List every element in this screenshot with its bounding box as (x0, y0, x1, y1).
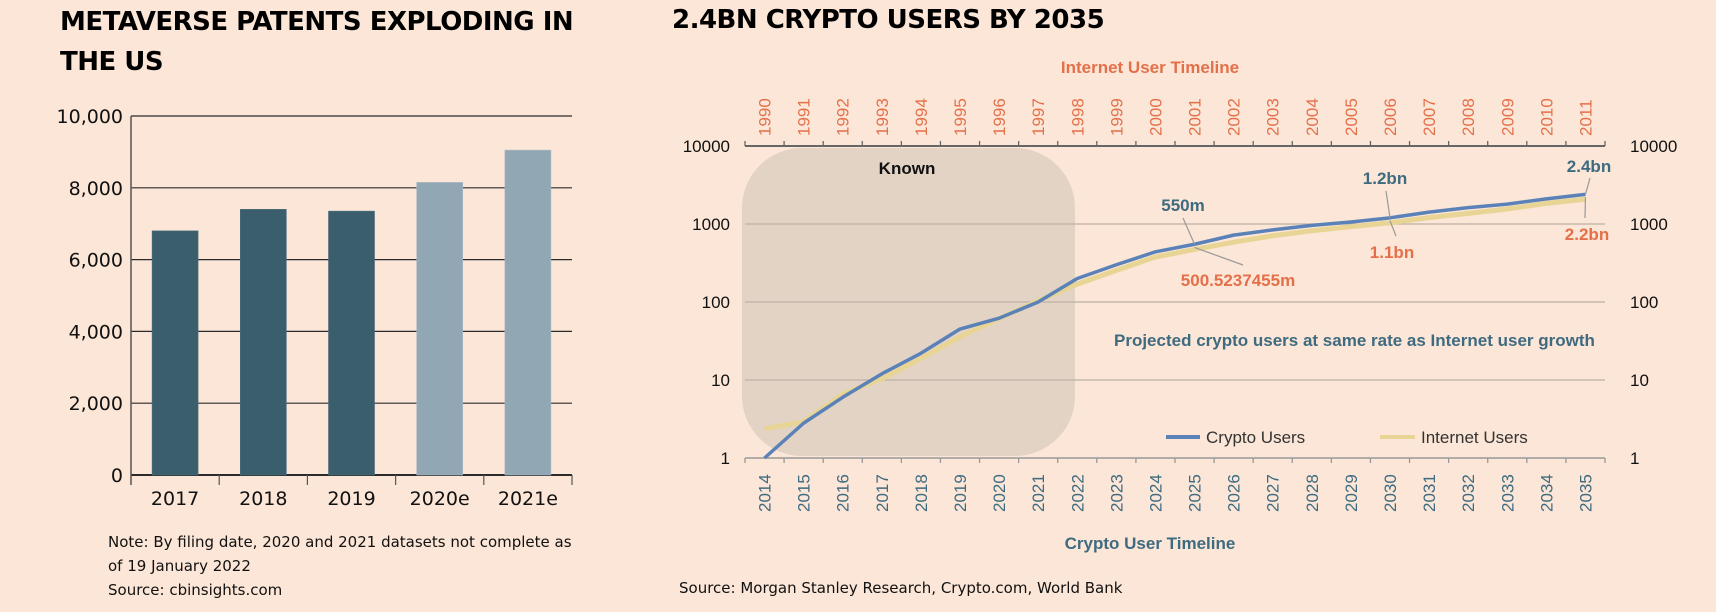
bottom-x-tick-label: 2022 (1068, 474, 1087, 512)
x-tick-label: 2019 (327, 488, 375, 510)
top-x-tick-label: 2009 (1498, 98, 1517, 136)
known-label: Known (879, 159, 936, 178)
bottom-x-tick-label: 2027 (1264, 474, 1283, 512)
y-tick-label: 6,000 (69, 250, 123, 272)
bottom-x-tick-label: 2035 (1576, 474, 1595, 512)
projection-note: Projected crypto users at same rate as I… (1114, 331, 1595, 350)
y-tick-label-right: 100 (1630, 293, 1658, 312)
bottom-x-tick-label: 2028 (1303, 474, 1322, 512)
line-chart-source: Source: Morgan Stanley Research, Crypto.… (679, 579, 1123, 597)
bar-2019 (328, 210, 375, 476)
y-tick-label-right: 1000 (1630, 215, 1668, 234)
x-tick-label: 2021e (498, 488, 558, 510)
y-tick-label: 4,000 (69, 321, 123, 343)
bar-chart-note: Note: By filing date, 2020 and 2021 data… (108, 533, 572, 575)
top-x-tick-label: 2010 (1537, 98, 1556, 136)
bottom-x-tick-label: 2021 (1029, 474, 1048, 512)
top-x-tick-label: 1996 (990, 98, 1009, 136)
callout-line (1385, 190, 1391, 218)
top-x-tick-label: 1993 (873, 98, 892, 136)
top-x-tick-label: 2004 (1303, 98, 1322, 136)
bar-chart-footnote: Note: By filing date, 2020 and 2021 data… (108, 530, 578, 602)
y-tick-label: 10,000 (57, 106, 123, 128)
data-label: 2.2bn (1565, 225, 1609, 244)
top-x-tick-label: 2003 (1264, 98, 1283, 136)
top-x-tick-label: 1992 (834, 98, 853, 136)
top-x-tick-label: 2002 (1225, 98, 1244, 136)
data-label: 550m (1161, 196, 1204, 215)
y-tick-label: 8,000 (69, 178, 123, 200)
top-x-tick-label: 1999 (1107, 98, 1126, 136)
bottom-x-tick-label: 2019 (951, 474, 970, 512)
bottom-x-tick-label: 2034 (1537, 474, 1556, 512)
bottom-x-tick-label: 2024 (1146, 474, 1165, 512)
bar-2018 (240, 209, 287, 476)
top-x-tick-label: 2000 (1146, 98, 1165, 136)
top-axis-title: Internet User Timeline (1061, 58, 1239, 77)
bottom-x-tick-label: 2026 (1225, 474, 1244, 512)
top-x-tick-label: 2006 (1381, 98, 1400, 136)
data-label: 500.5237455m (1181, 271, 1295, 290)
callout-line (1182, 217, 1196, 245)
legend-label-internet: Internet Users (1421, 428, 1528, 447)
bar-chart-source: Source: cbinsights.com (108, 581, 283, 599)
y-tick-label: 2,000 (69, 393, 123, 415)
bottom-x-tick-label: 2023 (1107, 474, 1126, 512)
top-x-tick-label: 1994 (912, 98, 931, 136)
y-tick-label-left: 10000 (683, 137, 730, 156)
legend-label-crypto: Crypto Users (1206, 428, 1305, 447)
bottom-x-tick-label: 2018 (912, 474, 931, 512)
bottom-x-tick-label: 2032 (1459, 474, 1478, 512)
x-tick-label: 2020e (410, 488, 470, 510)
y-tick-label-right: 1 (1630, 449, 1639, 468)
bottom-x-tick-label: 2033 (1498, 474, 1517, 512)
top-x-tick-label: 2007 (1420, 98, 1439, 136)
bottom-x-tick-label: 2031 (1420, 474, 1439, 512)
bottom-x-tick-label: 2025 (1186, 474, 1205, 512)
top-x-tick-label: 1997 (1029, 98, 1048, 136)
data-label: 1.2bn (1363, 169, 1407, 188)
y-tick-label: 0 (111, 465, 123, 487)
y-tick-label-left: 100 (702, 293, 730, 312)
y-tick-label-left: 10 (711, 371, 730, 390)
top-x-tick-label: 2011 (1576, 99, 1595, 136)
top-x-tick-label: 1990 (756, 98, 775, 136)
y-tick-label-left: 1 (721, 449, 730, 468)
series-line-internet-users (764, 196, 1586, 432)
bottom-x-tick-label: 2015 (795, 474, 814, 512)
x-tick-label: 2018 (239, 488, 287, 510)
y-tick-label-right: 10 (1630, 371, 1649, 390)
bar-2020e (416, 182, 464, 476)
y-tick-label-left: 1000 (692, 215, 730, 234)
data-label: 2.4bn (1567, 157, 1611, 176)
bottom-x-tick-label: 2020 (990, 474, 1009, 512)
bottom-x-tick-label: 2017 (873, 474, 892, 512)
top-x-tick-label: 1998 (1068, 98, 1087, 136)
bottom-x-tick-label: 2029 (1342, 474, 1361, 512)
top-x-tick-label: 1991 (795, 98, 814, 136)
series-line-crypto-users (763, 192, 1586, 460)
bottom-x-tick-label: 2030 (1381, 474, 1400, 512)
callout-line (1389, 220, 1397, 237)
bar-chart: 0 2,000 4,000 6,000 8,000 10,000 2017 2018 2019 2… (57, 106, 573, 510)
x-tick-label: 2017 (151, 488, 199, 510)
callout-line (1194, 246, 1244, 266)
line-chart-title: 2.4BN CRYPTO USERS BY 2035 (672, 5, 1105, 35)
bar-chart-title: METAVERSE PATENTS EXPLODING IN THE US (60, 7, 574, 77)
bottom-x-tick-label: 2016 (834, 474, 853, 512)
top-x-tick-label: 1995 (951, 98, 970, 136)
bottom-x-tick-label: 2014 (756, 474, 775, 512)
bottom-axis-title: Crypto User Timeline (1065, 534, 1236, 553)
data-label: 1.1bn (1370, 243, 1414, 262)
callout-line (1584, 177, 1591, 195)
bar-2017 (151, 230, 199, 476)
y-tick-label-right: 10000 (1630, 137, 1677, 156)
top-x-tick-label: 2001 (1186, 98, 1205, 136)
top-x-tick-label: 2005 (1342, 98, 1361, 136)
top-x-tick-label: 2008 (1459, 98, 1478, 136)
bar-2021e (504, 149, 552, 476)
